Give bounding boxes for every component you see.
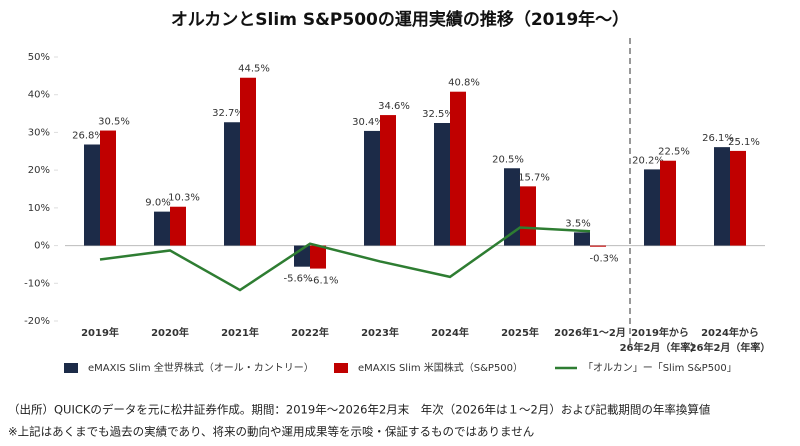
legend-label: 「オルカン」ー「Slim S&P500」 xyxy=(583,362,737,374)
bar xyxy=(520,186,536,246)
data-label: 25.1% xyxy=(728,137,760,148)
y-tick-label: 50% xyxy=(28,52,50,63)
bar xyxy=(364,130,380,246)
note: （出所）QUICKのデータを元に松井証券作成。期間：2019年～2026年2月末… xyxy=(8,403,711,417)
data-label: 9.0% xyxy=(145,198,170,209)
bar xyxy=(660,160,676,246)
bar xyxy=(84,144,100,246)
data-label: 32.5% xyxy=(422,109,454,120)
x-tick-label: 2019年から 26年2月（年率） xyxy=(620,326,701,354)
data-label: -5.6% xyxy=(283,274,312,285)
data-label: 32.7% xyxy=(212,108,244,119)
data-label: -0.3% xyxy=(589,254,618,265)
x-tick-label: 2021年 xyxy=(221,326,259,339)
x-tick-label: 2019年 xyxy=(81,326,119,339)
y-tick-label: 20% xyxy=(28,165,50,176)
x-tick-label: 2024年から 26年2月（年率） xyxy=(690,326,771,354)
bar xyxy=(100,130,116,246)
data-label: 40.8% xyxy=(448,78,480,89)
x-tick-label: 2024年 xyxy=(431,326,469,339)
data-label: 30.4% xyxy=(352,117,384,128)
bar xyxy=(240,77,256,246)
bar xyxy=(730,150,746,246)
y-tick-label: 10% xyxy=(28,203,50,214)
line xyxy=(99,226,591,292)
data-label: 30.5% xyxy=(98,117,130,128)
bar xyxy=(590,245,606,247)
bar xyxy=(380,115,396,246)
data-label: 44.5% xyxy=(238,64,270,75)
data-label: 22.5% xyxy=(658,147,690,158)
y-tick-label: -20% xyxy=(24,316,50,327)
bar xyxy=(644,169,660,246)
data-label: 26.1% xyxy=(702,133,734,144)
x-tick-label: 2020年 xyxy=(151,326,189,339)
legend-swatch xyxy=(64,363,78,373)
bar xyxy=(170,206,186,246)
y-tick-label: -10% xyxy=(24,278,50,289)
data-label: 15.7% xyxy=(518,172,550,183)
bar xyxy=(714,147,730,246)
legend-swatch xyxy=(334,363,348,373)
y-tick-label: 0% xyxy=(34,241,50,252)
data-label: 20.5% xyxy=(492,154,524,165)
x-tick-label: 2022年 xyxy=(291,326,329,339)
bar xyxy=(504,168,520,246)
x-tick-label: 2025年 xyxy=(501,326,539,339)
bar xyxy=(450,91,466,246)
x-tick-label: 2026年1～2月 xyxy=(554,326,626,339)
note: ※上記はあくまでも過去の実績であり、将来の動向や運用成果等を示唆・保証するもので… xyxy=(8,425,534,439)
data-label: 34.6% xyxy=(378,101,410,112)
bar xyxy=(310,245,326,269)
bar xyxy=(574,232,590,246)
data-label: 10.3% xyxy=(168,193,200,204)
legend-label: eMAXIS Slim 米国株式（S&P500） xyxy=(358,361,523,374)
legend-label: eMAXIS Slim 全世界株式（オール・カントリー） xyxy=(88,361,314,374)
data-label: 3.5% xyxy=(565,218,590,229)
y-tick-label: 40% xyxy=(28,90,50,101)
bar xyxy=(434,123,450,246)
x-tick-label: 2023年 xyxy=(361,326,399,339)
data-label: 20.2% xyxy=(632,155,664,166)
bar xyxy=(154,211,170,246)
bar xyxy=(224,122,240,246)
data-label: 26.8% xyxy=(72,130,104,141)
data-label: -6.1% xyxy=(309,276,338,287)
y-tick-label: 30% xyxy=(28,127,50,138)
chart-title: オルカンとSlim S&P500の運用実績の推移（2019年～） xyxy=(171,9,629,30)
